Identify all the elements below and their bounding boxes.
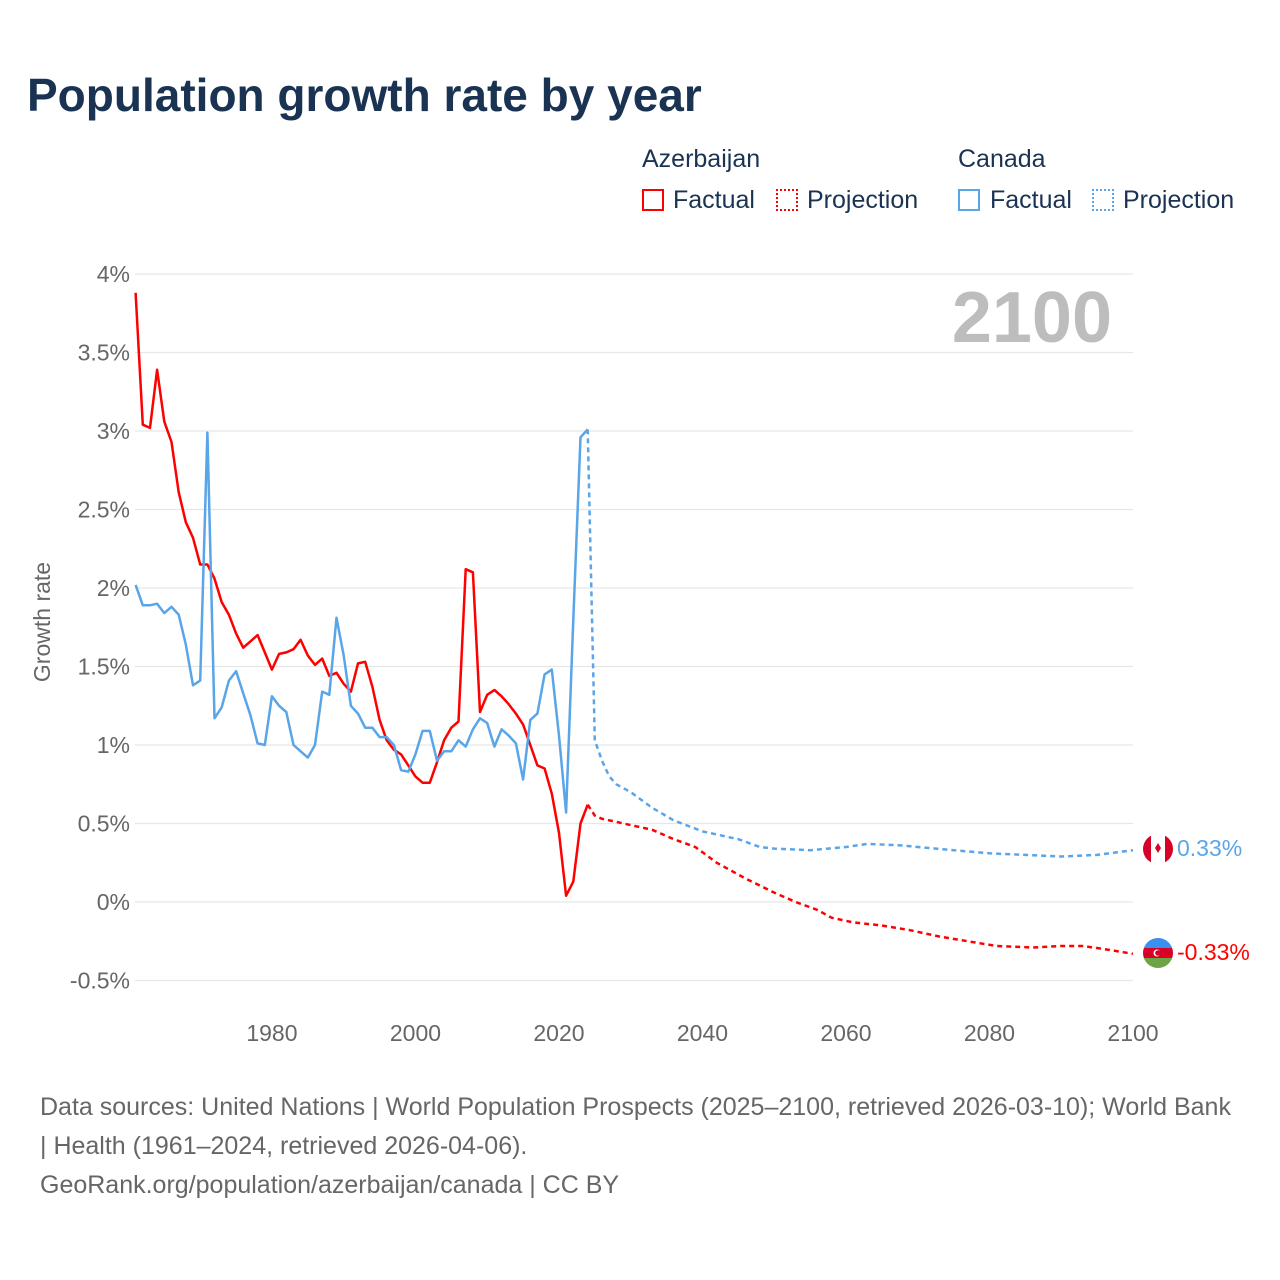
y-tick-label: 0.5% — [78, 811, 130, 837]
series-line-canada-projection — [586, 429, 1134, 858]
chart-title: Population growth rate by year — [27, 69, 702, 121]
legend-group-azerbaijan: Azerbaijan — [642, 145, 761, 173]
legend-swatch-canada-projection — [1092, 189, 1114, 211]
x-tick-label: 2040 — [677, 1020, 728, 1046]
legend-group-canada: Canada — [958, 145, 1046, 173]
legend-canada-projection[interactable]: Projection — [1123, 186, 1235, 214]
legend-swatch-canada-factual — [958, 189, 980, 211]
azerbaijan-end-value: -0.33% — [1177, 939, 1250, 965]
legend-canada-factual[interactable]: Factual — [990, 186, 1072, 214]
x-tick-label: 2060 — [820, 1020, 871, 1046]
y-tick-label: 2.5% — [78, 497, 130, 523]
x-tick-label: 2080 — [964, 1020, 1015, 1046]
x-tick-label: 2000 — [390, 1020, 441, 1046]
legend-swatch-azerbaijan-factual — [642, 189, 664, 211]
legend-azerbaijan-projection[interactable]: Projection — [807, 186, 919, 214]
source-link[interactable]: GeoRank.org/population/azerbaijan/canada… — [40, 1171, 620, 1199]
x-tick-label: 2100 — [1107, 1020, 1158, 1046]
series-line-azerbaijan-projection — [586, 804, 1134, 956]
y-tick-label: 3% — [97, 418, 130, 444]
y-tick-label: 0% — [97, 889, 130, 915]
legend-azerbaijan-factual[interactable]: Factual — [673, 186, 755, 214]
legend-swatch-azerbaijan-projection — [776, 189, 798, 211]
azerbaijan-flag-icon — [1143, 938, 1173, 968]
y-tick-label: 1.5% — [78, 654, 130, 680]
y-axis-label: Growth rate — [29, 562, 55, 682]
data-sources: Data sources: United Nations | World Pop… — [40, 1088, 1240, 1205]
y-tick-label: -0.5% — [70, 968, 130, 994]
source-text: Data sources: United Nations | World Pop… — [40, 1093, 1231, 1160]
x-tick-label: 1980 — [246, 1020, 297, 1046]
y-tick-label: 1% — [97, 732, 130, 758]
canada-end-value: 0.33% — [1177, 835, 1242, 861]
y-tick-label: 2% — [97, 575, 130, 601]
y-tick-label: 4% — [97, 261, 130, 287]
canada-flag-icon — [1143, 834, 1173, 864]
x-tick-label: 2020 — [533, 1020, 584, 1046]
series-line-canada-factual — [134, 428, 589, 814]
year-watermark: 2100 — [952, 278, 1112, 358]
y-tick-label: 3.5% — [78, 340, 130, 366]
